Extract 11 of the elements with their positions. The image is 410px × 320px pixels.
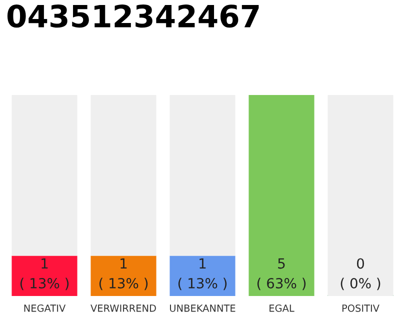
data-label: 0 ( 0% ) [340,258,380,290]
chart-title: 043512342467 [7,4,259,28]
data-label: 5 ( 63% ) [257,258,306,290]
x-tick-label: UNBEKANNTE [170,304,236,312]
data-label: 1 ( 13% ) [99,258,148,290]
data-label: 1 ( 13% ) [178,258,227,290]
x-tick-label: POSITIV [342,304,380,312]
x-tick-label: EGAL [270,304,294,312]
x-tick-label: VERWIRREND [90,304,156,312]
x-tick-label: NEGATIV [24,304,66,312]
data-label: 1 ( 13% ) [20,258,69,290]
